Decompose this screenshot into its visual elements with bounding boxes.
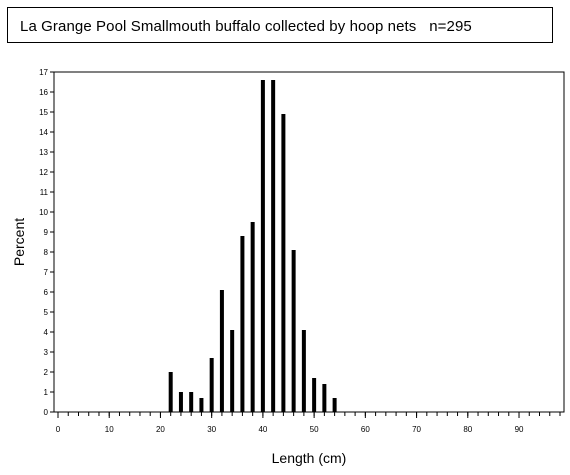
x-tick-label: 30 <box>207 425 216 434</box>
y-tick-label: 7 <box>44 268 49 277</box>
y-tick-label: 5 <box>44 308 49 317</box>
y-tick-label: 4 <box>44 328 49 337</box>
y-tick-label: 11 <box>40 188 49 197</box>
x-tick-label: 80 <box>463 425 472 434</box>
y-tick-label: 17 <box>39 68 48 77</box>
histogram-bar <box>301 330 306 412</box>
y-tick-label: 8 <box>44 248 49 257</box>
y-tick-label: 10 <box>39 208 48 217</box>
histogram-bar <box>291 250 296 412</box>
histogram-bar <box>168 372 173 412</box>
histogram-bar <box>281 114 286 412</box>
histogram-bar <box>322 384 327 412</box>
y-tick-label: 6 <box>44 288 49 297</box>
histogram-bar <box>199 398 204 412</box>
y-tick-label: 14 <box>39 128 48 137</box>
x-tick-label: 10 <box>105 425 114 434</box>
x-tick-label: 50 <box>310 425 319 434</box>
y-tick-label: 0 <box>44 408 49 417</box>
x-tick-label: 20 <box>156 425 165 434</box>
x-axis-title: Length (cm) <box>272 450 347 466</box>
histogram-bar <box>250 222 255 412</box>
histogram-bar <box>271 80 276 412</box>
y-tick-label: 15 <box>39 108 48 117</box>
x-tick-label: 0 <box>56 425 61 434</box>
histogram-bar <box>260 80 265 412</box>
histogram-bar <box>178 392 183 412</box>
y-tick-label: 9 <box>44 228 49 237</box>
x-tick-label: 60 <box>361 425 370 434</box>
x-tick-label: 90 <box>515 425 524 434</box>
y-axis-title: Percent <box>11 218 27 266</box>
plot-frame <box>53 71 565 413</box>
y-tick-label: 12 <box>39 168 48 177</box>
chart-title-box: La Grange Pool Smallmouth buffalo collec… <box>7 7 553 43</box>
y-tick-label: 16 <box>39 88 48 97</box>
histogram-bar <box>230 330 235 412</box>
y-tick-label: 3 <box>44 348 49 357</box>
histogram-bar <box>209 358 214 412</box>
y-tick-label: 1 <box>44 388 49 397</box>
histogram-bar <box>240 236 245 412</box>
histogram-bar <box>312 378 317 412</box>
histogram-bar <box>332 398 337 412</box>
histogram-bar <box>219 290 224 412</box>
histogram-bar <box>189 392 194 412</box>
chart-title: La Grange Pool Smallmouth buffalo collec… <box>20 18 472 35</box>
x-tick-label: 70 <box>412 425 421 434</box>
y-tick-label: 13 <box>39 148 48 157</box>
y-tick-label: 2 <box>44 368 49 377</box>
x-tick-label: 40 <box>258 425 267 434</box>
